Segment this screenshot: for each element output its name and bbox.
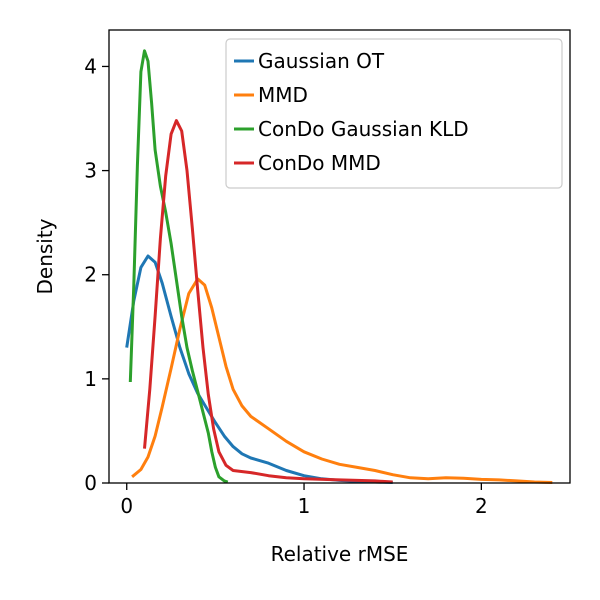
legend-label-2: ConDo Gaussian KLD bbox=[258, 117, 469, 141]
legend: Gaussian OT MMD ConDo Gaussian KLD ConDo MM… bbox=[225, 38, 563, 189]
y-tick-label: 0 bbox=[84, 471, 97, 495]
x-axis-label: Relative rMSE bbox=[271, 542, 409, 566]
series-line-3 bbox=[143, 119, 393, 484]
y-tick-label: 2 bbox=[84, 263, 97, 287]
series-line-2 bbox=[128, 49, 229, 484]
x-tick-label: 1 bbox=[298, 494, 311, 518]
x-axis-ticks: 0 1 2 bbox=[120, 483, 488, 518]
y-tick-label: 1 bbox=[84, 367, 97, 391]
y-tick-label: 4 bbox=[84, 54, 97, 78]
x-tick-label: 2 bbox=[475, 494, 488, 518]
legend-label-0: Gaussian OT bbox=[258, 49, 385, 73]
series-line-1 bbox=[131, 277, 553, 484]
legend-label-1: MMD bbox=[258, 83, 308, 107]
y-tick-label: 3 bbox=[84, 159, 97, 183]
legend-label-3: ConDo MMD bbox=[258, 151, 381, 175]
x-tick-label: 0 bbox=[120, 494, 133, 518]
legend-box bbox=[225, 38, 563, 189]
y-axis-label: Density bbox=[33, 218, 57, 294]
plot-frame bbox=[108, 29, 571, 484]
plot-lines bbox=[125, 49, 553, 484]
y-axis-ticks: 0 1 2 3 4 bbox=[84, 54, 109, 495]
